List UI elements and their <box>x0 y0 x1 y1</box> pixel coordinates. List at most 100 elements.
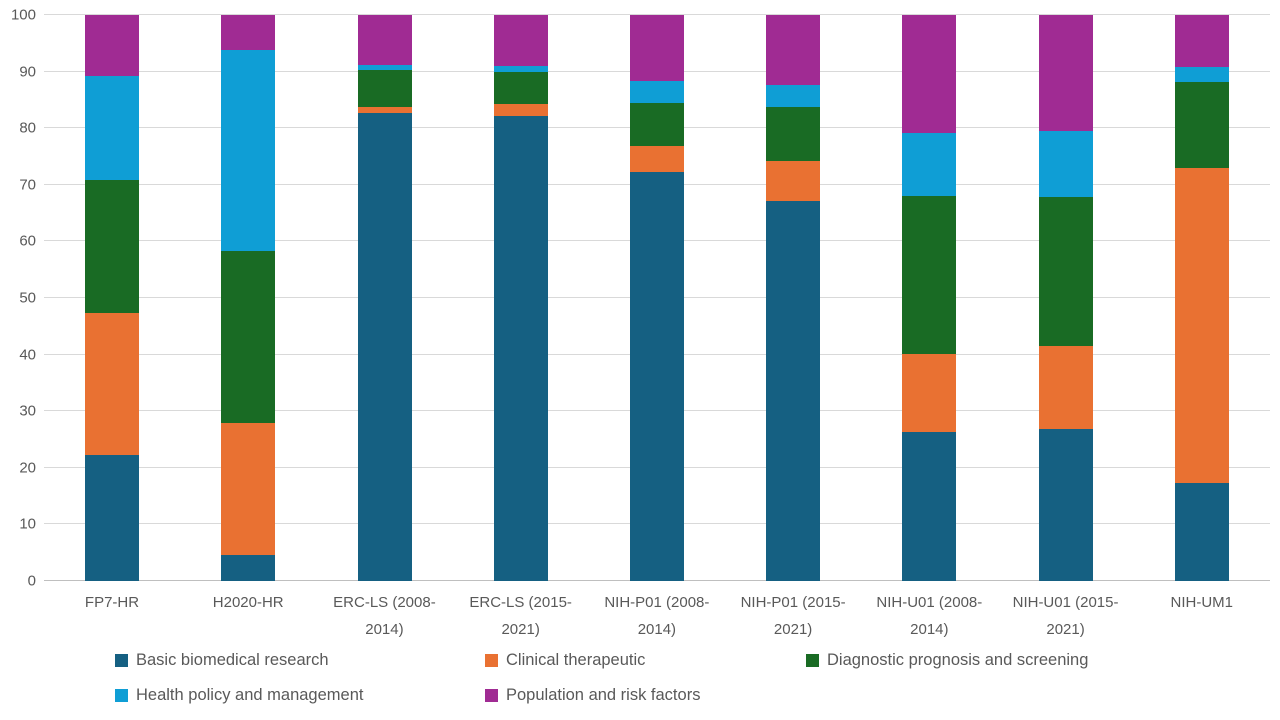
bar-segment <box>1038 428 1093 581</box>
x-tick-label: NIH-UM1 <box>1134 589 1270 616</box>
x-tick-label: NIH-P01 (2015-2021) <box>725 589 861 643</box>
bar-segment <box>1174 168 1229 484</box>
bar-segment <box>85 455 140 581</box>
bar-segment <box>493 72 548 104</box>
bar-erc-ls-2015-2021 <box>493 15 548 581</box>
bar-segment <box>357 15 412 65</box>
bar-segment <box>630 81 684 104</box>
x-tick-label: H2020-HR <box>180 589 316 616</box>
bar-nih-u01-2008-2014 <box>902 15 957 581</box>
y-tick-label-30: 30 <box>19 402 36 420</box>
x-tick-label-text: NIH-P01 (2015-2021) <box>740 594 846 638</box>
bar-segment <box>902 132 957 196</box>
bar-segment <box>221 554 276 581</box>
gridline-100 <box>44 14 1270 15</box>
legend-item: Basic biomedical research <box>115 650 329 670</box>
bar-segment <box>221 251 276 424</box>
y-tick-label-60: 60 <box>19 232 36 250</box>
bar-nih-p01-2008-2014 <box>630 15 684 581</box>
bar-segment <box>357 64 412 70</box>
bar-segment <box>85 312 140 456</box>
bar-segment <box>902 432 957 581</box>
x-tick-label: FP7-HR <box>44 589 180 616</box>
bar-erc-ls-2008-2014 <box>357 15 412 581</box>
legend-swatch <box>806 653 819 667</box>
x-tick-label: NIH-U01 (2015-2021) <box>998 589 1134 643</box>
y-tick-label-40: 40 <box>19 346 36 364</box>
bar-segment <box>357 113 412 581</box>
x-tick-label-text: ERC-LS (2008-2014) <box>333 594 436 638</box>
x-tick-label-text: NIH-P01 (2008-2014) <box>604 594 710 638</box>
bar-segment <box>221 49 276 252</box>
bar-segment <box>85 179 140 313</box>
bar-segment <box>630 145 684 172</box>
bar-segment <box>630 103 684 146</box>
bar-h2020-hr <box>221 15 276 581</box>
legend-swatch <box>485 653 498 667</box>
y-tick-label-100: 100 <box>10 6 36 24</box>
y-tick-label-20: 20 <box>19 459 36 477</box>
bar-segment <box>630 15 684 82</box>
y-tick-label-80: 80 <box>19 119 36 137</box>
bar-segment <box>1038 131 1093 198</box>
legend-item: Clinical therapeutic <box>485 650 645 670</box>
legend-item: Diagnostic prognosis and screening <box>806 650 1088 670</box>
y-tick-label-0: 0 <box>27 572 36 590</box>
bar-segment <box>902 15 957 133</box>
bar-nih-um1 <box>1174 15 1229 581</box>
legend-label: Population and risk factors <box>506 685 701 704</box>
bar-segment <box>766 106 821 162</box>
y-tick-label-10: 10 <box>19 515 36 533</box>
bar-segment <box>85 15 140 76</box>
legend-item: Population and risk factors <box>485 685 700 705</box>
x-tick-label-text: NIH-UM1 <box>1170 594 1234 611</box>
bar-segment <box>357 106 412 114</box>
bar-segment <box>1174 483 1229 581</box>
bar-segment <box>902 354 957 433</box>
x-tick-label-text: ERC-LS (2015-2021) <box>469 594 572 638</box>
bar-segment <box>766 161 821 201</box>
x-tick-label: ERC-LS (2008-2014) <box>316 589 452 643</box>
x-axis: FP7-HR H2020-HR ERC-LS (2008-2014) ERC-LS (… <box>44 589 1270 645</box>
bar-segment <box>493 15 548 66</box>
legend-label: Health policy and management <box>136 685 364 704</box>
legend-label: Basic biomedical research <box>136 650 329 669</box>
bar-segment <box>902 195 957 355</box>
x-tick-label-text: NIH-U01 (2008-2014) <box>876 594 983 638</box>
legend-swatch <box>115 653 128 667</box>
y-tick-label-70: 70 <box>19 176 36 194</box>
bar-segment <box>1174 15 1229 67</box>
bar-segment <box>766 85 821 107</box>
bar-segment <box>1174 82 1229 169</box>
x-tick-label: NIH-P01 (2008-2014) <box>589 589 725 643</box>
bar-segment <box>493 65 548 73</box>
bar-segment <box>221 423 276 555</box>
bar-segment <box>1038 346 1093 429</box>
legend-item: Health policy and management <box>115 685 363 705</box>
y-axis: 0 10 20 30 40 50 60 70 80 90 100 <box>0 8 36 589</box>
bar-segment <box>221 15 276 50</box>
plot-area <box>44 14 1270 581</box>
x-tick-label-text: NIH-U01 (2015-2021) <box>1012 594 1119 638</box>
bar-nih-u01-2015-2021 <box>1038 15 1093 581</box>
x-tick-label: ERC-LS (2015-2021) <box>453 589 589 643</box>
legend-label: Diagnostic prognosis and screening <box>827 650 1089 669</box>
bar-segment <box>1038 197 1093 347</box>
legend-swatch <box>485 688 498 702</box>
x-tick-label-text: H2020-HR <box>212 594 284 611</box>
bar-fp7-hr <box>85 15 140 581</box>
bar-segment <box>493 103 548 117</box>
y-tick-label-90: 90 <box>19 63 36 81</box>
bar-nih-p01-2015-2021 <box>766 15 821 581</box>
bar-segment <box>493 116 548 581</box>
x-tick-label: NIH-U01 (2008-2014) <box>861 589 997 643</box>
bar-segment <box>630 171 684 581</box>
legend-swatch <box>115 688 128 702</box>
bar-segment <box>1038 15 1093 132</box>
bar-segment <box>1174 66 1229 83</box>
legend-label: Clinical therapeutic <box>506 650 646 669</box>
y-tick-label-50: 50 <box>19 289 36 307</box>
bar-segment <box>85 75 140 180</box>
bar-segment <box>766 200 821 581</box>
